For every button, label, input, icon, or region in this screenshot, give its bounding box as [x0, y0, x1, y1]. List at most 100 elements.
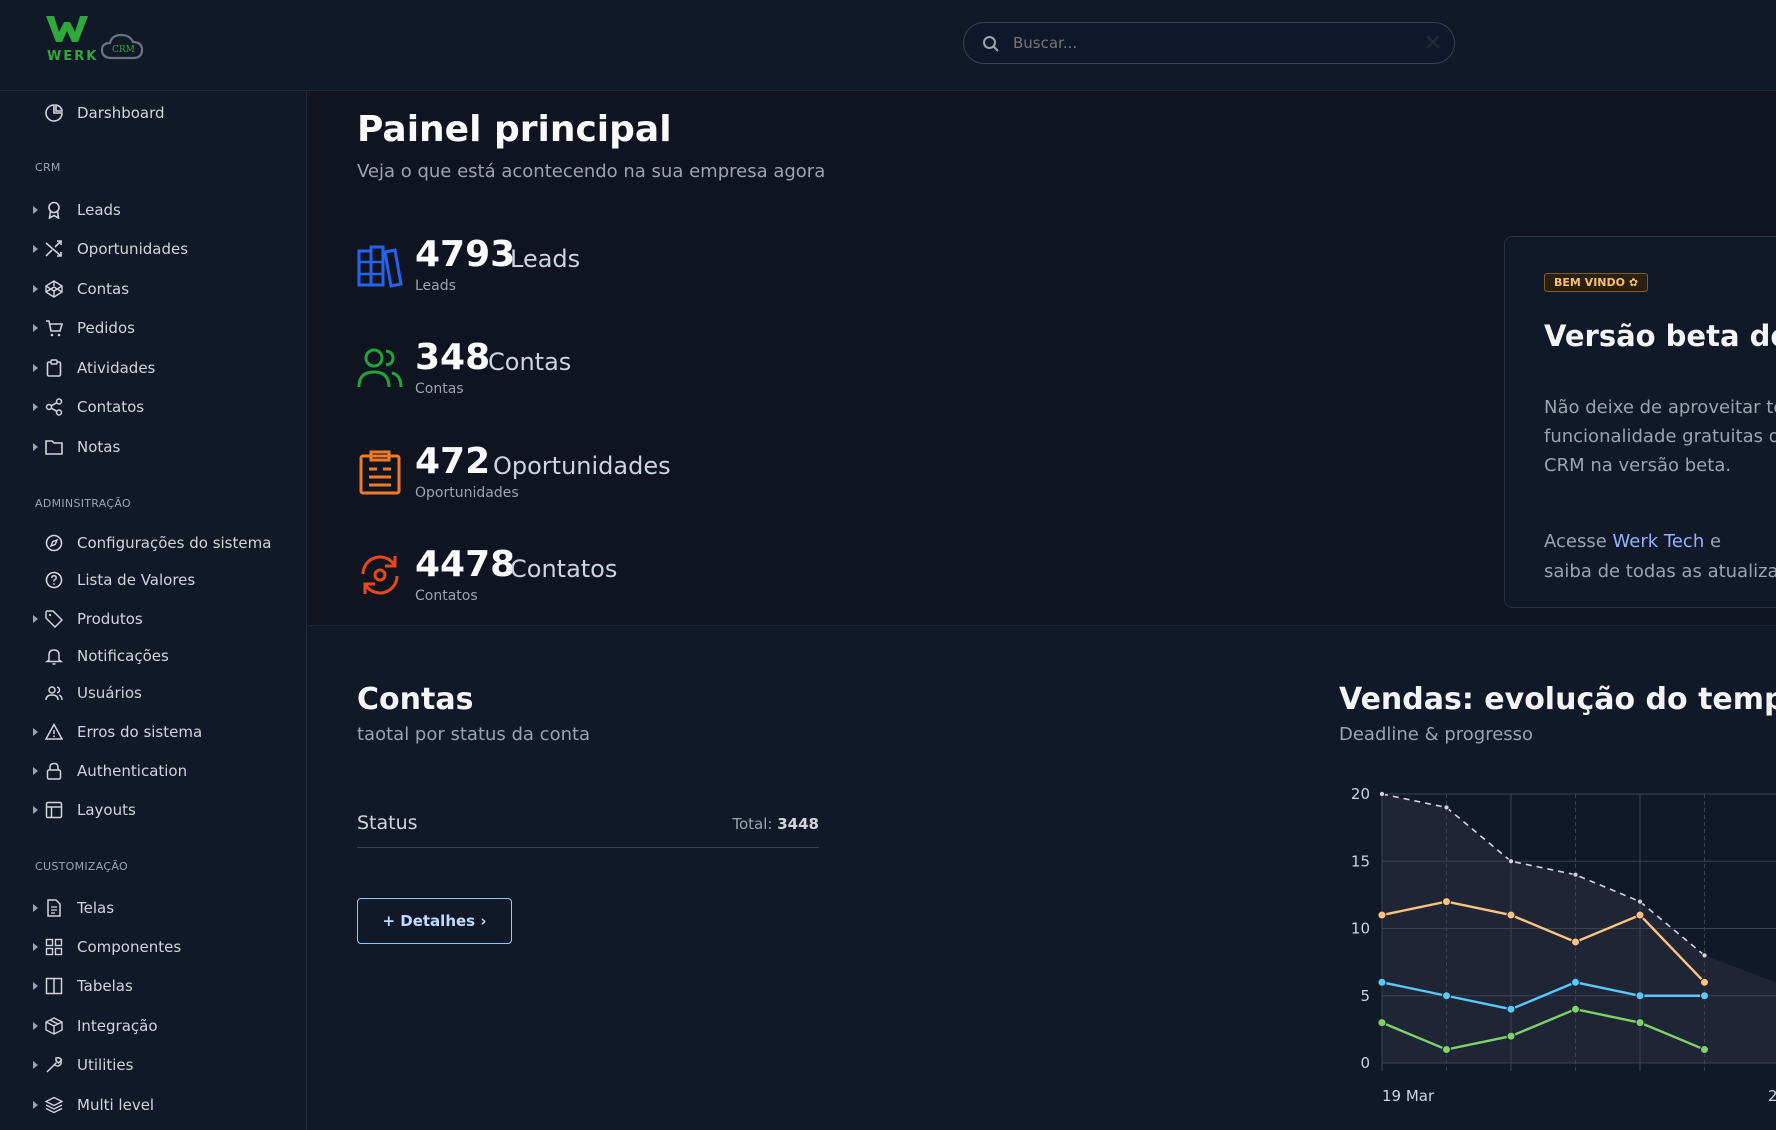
werk-tech-link[interactable]: Werk Tech [1612, 531, 1705, 552]
clipboard-list-icon [357, 449, 403, 495]
sidebar-item-atividades[interactable]: Atividades [0, 353, 306, 383]
welcome-card: BEM VINDO ✿ Versão beta do V Não deixe d… [1504, 236, 1776, 608]
users-icon [357, 345, 403, 391]
details-button[interactable]: + Detalhes › [357, 898, 512, 944]
data-point [1506, 1031, 1516, 1041]
sidebar-item-label: Notas [77, 438, 121, 456]
caret-right-icon [33, 364, 38, 372]
data-point [1700, 1045, 1709, 1055]
vendas-subtitle: Deadline & progresso [1339, 724, 1534, 745]
data-point [1506, 1004, 1516, 1014]
stat-label: Oportunidades [493, 452, 671, 480]
welcome-text: Não deixe de aproveitar to funcionalidade… [1544, 393, 1776, 480]
data-point [1635, 910, 1645, 920]
pie-chart-icon [45, 104, 63, 122]
search-bar[interactable] [963, 22, 1455, 64]
sidebar-item-utilities[interactable]: Utilities [0, 1050, 306, 1080]
welcome-text-line: CRM na versão beta. [1544, 455, 1732, 476]
dashboard-hero: Painel principal Veja o que está acontec… [308, 91, 1776, 626]
sidebar-item-authentication[interactable]: Authentication [0, 756, 306, 786]
sidebar-item-notas[interactable]: Notas [0, 432, 306, 462]
caret-right-icon [33, 767, 38, 775]
y-tick-label: 10 [1351, 920, 1370, 938]
grid-icon [45, 938, 63, 956]
data-point [1442, 1045, 1451, 1055]
sidebar-item-configuracoes[interactable]: Configurações do sistema [0, 528, 306, 558]
sidebar-section-administracao: ADMINSITRAÇÃO [35, 497, 132, 510]
sidebar-item-label: Atividades [77, 359, 156, 377]
series-line [1381, 900, 1706, 984]
data-point [1377, 1018, 1387, 1028]
sidebar-item-label: Telas [77, 899, 115, 917]
y-tick-label: 20 [1351, 785, 1370, 803]
sidebar-item-telas[interactable]: Telas [0, 893, 306, 923]
search-input[interactable] [1013, 31, 1413, 55]
stat-label: Leads [510, 245, 581, 273]
lock-icon [45, 762, 63, 780]
layers-icon [44, 1096, 64, 1114]
series-line [1381, 793, 1706, 957]
sidebar-item-label: Layouts [77, 801, 136, 819]
caret-right-icon [33, 904, 38, 912]
stat-caption: Contas [415, 381, 464, 397]
sidebar-item-oportunidades[interactable]: Oportunidades [0, 234, 306, 264]
sidebar-item-leads[interactable]: Leads [0, 195, 306, 225]
sidebar-item-label: Usuários [77, 684, 142, 702]
sidebar-item-label: Notificações [77, 647, 169, 665]
data-point [1571, 1004, 1580, 1014]
sidebar-item-notificacoes[interactable]: Notificações [0, 641, 306, 671]
sidebar-item-multi-level[interactable]: Multi level [0, 1090, 306, 1120]
werk-crm-logo[interactable]: WERK CRM [44, 14, 164, 66]
top-bar: WERK CRM [0, 0, 1776, 91]
sidebar-item-label: Tabelas [77, 977, 133, 995]
page-title: Painel principal [357, 109, 672, 150]
clear-icon[interactable] [1424, 33, 1442, 55]
columns-icon [45, 977, 63, 995]
status-row: Status Total: 3448 [357, 802, 819, 848]
sidebar-item-contatos[interactable]: Contatos [0, 392, 306, 422]
codepen-icon [45, 280, 63, 298]
series-line [1381, 981, 1705, 1011]
sidebar-item-tabelas[interactable]: Tabelas [0, 971, 306, 1001]
search-icon [982, 35, 1000, 57]
sidebar-item-label: Oportunidades [77, 240, 189, 258]
stat-caption: Contatos [415, 588, 478, 604]
details-button-label: + Detalhes [382, 912, 476, 930]
alert-triangle-icon [44, 722, 64, 741]
sidebar-section-customizacao: CUSTOMIZAÇÃO [35, 860, 128, 873]
cart-icon [45, 319, 64, 337]
tag-icon [45, 610, 64, 629]
data-point [1701, 952, 1708, 959]
data-point [1571, 977, 1580, 987]
sidebar-item-produtos[interactable]: Produtos [0, 604, 306, 634]
sidebar-item-lista-de-valores[interactable]: Lista de Valores [0, 565, 306, 595]
sidebar-item-usuarios[interactable]: Usuários [0, 678, 306, 708]
caret-right-icon [33, 982, 38, 990]
status-label: Status [357, 812, 418, 834]
welcome-link-text: Acesse Werk Tech e saiba de todas as atu… [1544, 527, 1776, 587]
sidebar-item-label: Produtos [77, 610, 143, 628]
x-tick-label: 19 Mar [1382, 1087, 1435, 1105]
sidebar-item-layouts[interactable]: Layouts [0, 795, 306, 825]
sun-icon: ✿ [1628, 276, 1639, 289]
award-icon [45, 201, 63, 220]
caret-right-icon [33, 324, 38, 332]
sidebar-item-erros-do-sistema[interactable]: Erros do sistema [0, 717, 306, 747]
caret-right-icon [33, 943, 38, 951]
y-tick-label: 5 [1360, 987, 1370, 1005]
sidebar-item-pedidos[interactable]: Pedidos [0, 313, 306, 343]
total-label: Total: [732, 815, 773, 833]
users-icon [45, 684, 63, 702]
sidebar-item-label: Configurações do sistema [77, 534, 272, 552]
data-point [1635, 991, 1645, 1001]
caret-right-icon [33, 285, 38, 293]
sidebar-item-componentes[interactable]: Componentes [0, 932, 306, 962]
welcome-link-line2: saiba de todas as atualizac [1544, 561, 1776, 582]
welcome-text-line: Não deixe de aproveitar to [1544, 397, 1776, 418]
sidebar-item-contas[interactable]: Contas [0, 274, 306, 304]
stat-label: Contas [488, 348, 572, 376]
caret-right-icon [33, 1061, 38, 1069]
sidebar-item-dashboard[interactable]: Darshboard [0, 98, 306, 128]
sidebar-section-crm: CRM [35, 161, 61, 174]
sidebar-item-integracao[interactable]: Integração [0, 1011, 306, 1041]
